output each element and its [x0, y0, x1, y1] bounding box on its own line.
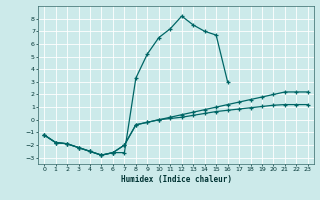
X-axis label: Humidex (Indice chaleur): Humidex (Indice chaleur)	[121, 175, 231, 184]
